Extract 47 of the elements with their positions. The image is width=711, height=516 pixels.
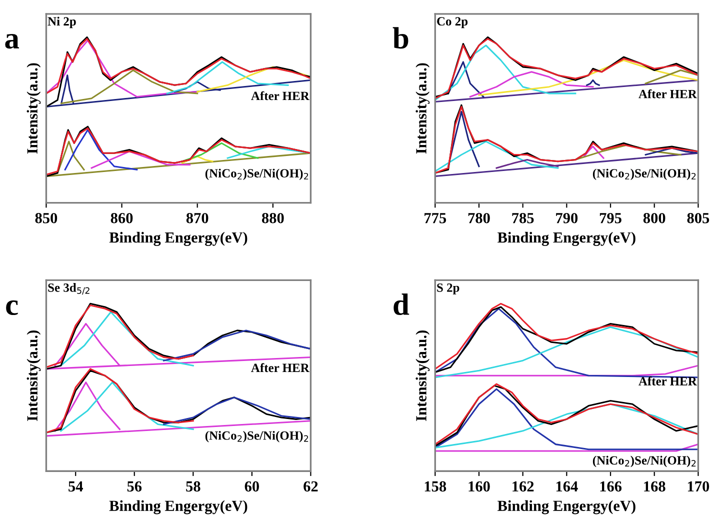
annotation: (NiCo$_{2}$)Se/Ni(OH)$_{2}$ — [592, 168, 696, 180]
annotation: (NiCo$_{2}$)Se/Ni(OH)$_{2}$ — [205, 430, 308, 442]
chart-title: Se 3d$_{5/2}$ — [48, 283, 90, 295]
annotation: (NiCo$_{2}$)Se/Ni(OH)$_{2}$ — [592, 456, 696, 468]
text: b — [392, 27, 408, 49]
x-tick-label: 62 — [304, 481, 318, 492]
annotation: After HER — [638, 89, 697, 98]
x-tick-label: 880 — [262, 212, 284, 224]
x-tick-label: 164 — [556, 481, 578, 492]
x-axis-title: Binding Engergy(eV) — [498, 232, 636, 246]
x-tick-label: 790 — [556, 212, 578, 224]
x-axis-title: Binding Engergy(eV) — [109, 500, 248, 514]
x-tick-label: 56 — [127, 481, 142, 492]
annotation: After HER — [638, 376, 697, 386]
x-tick-label: 60 — [244, 481, 259, 492]
text: a — [5, 34, 20, 49]
y-axis-title: Intensity(a.u.) — [416, 330, 430, 421]
x-tick-label: 170 — [688, 481, 710, 492]
chart-title: Co 2p — [437, 17, 468, 28]
y-axis-title: Intensity(a.u.) — [26, 330, 41, 421]
x-tick-label: 800 — [643, 212, 666, 224]
x-tick-label: 795 — [600, 212, 622, 224]
x-tick-label: 775 — [424, 213, 446, 224]
annotation: (NiCo$_{2}$)Se/Ni(OH)$_{2}$ — [205, 168, 308, 180]
x-tick-label: 805 — [687, 212, 710, 224]
text: c — [6, 300, 18, 316]
x-tick-label: 162 — [512, 481, 534, 492]
annotation: After HER — [251, 363, 310, 372]
x-tick-label: 860 — [110, 212, 133, 224]
chart-title: S 2p — [437, 283, 460, 294]
x-tick-label: 870 — [186, 212, 208, 224]
x-tick-label: 166 — [600, 481, 622, 492]
x-tick-label: 780 — [468, 212, 490, 224]
chart-title: Ni 2p — [48, 16, 76, 28]
x-tick-label: 160 — [468, 481, 490, 492]
text: d — [394, 294, 410, 316]
x-tick-label: 54 — [68, 481, 83, 492]
y-axis-title: Intensity(a.u.) — [416, 63, 430, 154]
annotation: After HER — [251, 91, 310, 100]
x-tick-label: 850 — [35, 212, 58, 224]
x-tick-label: 158 — [424, 481, 446, 492]
x-tick-label: 168 — [644, 481, 666, 492]
x-axis-title: Binding Engergy(eV) — [498, 500, 636, 514]
x-axis-title: Binding Engergy(eV) — [109, 232, 248, 246]
x-tick-label: 785 — [512, 212, 534, 224]
y-axis-title: Intensity(a.u.) — [26, 63, 41, 154]
x-tick-label: 58 — [186, 481, 200, 492]
